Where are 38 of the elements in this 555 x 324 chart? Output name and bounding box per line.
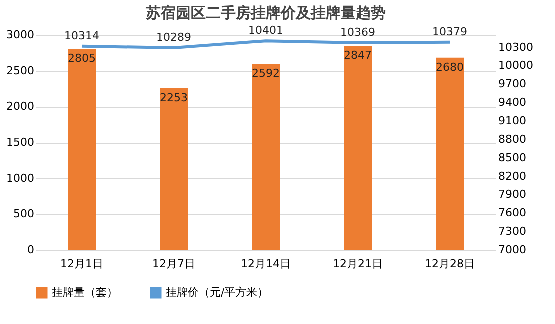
y2-tick-label: 10300 xyxy=(498,40,534,54)
data-label: 2847 xyxy=(344,48,372,62)
data-label: 10379 xyxy=(432,25,468,38)
x-tick-label: 12月1日 xyxy=(60,258,104,270)
data-label: 2680 xyxy=(436,60,464,74)
data-label: 10314 xyxy=(64,29,100,42)
x-tick-label: 12月14日 xyxy=(241,258,291,270)
y2-tick-label: 10000 xyxy=(498,59,534,72)
y2-tick-label: 8500 xyxy=(498,151,526,164)
data-label: 2805 xyxy=(68,52,96,65)
y2-tick-label: 7000 xyxy=(498,244,526,256)
y2-tick-label: 7300 xyxy=(498,225,526,238)
y2-tick-label: 9700 xyxy=(498,78,526,91)
y-tick-label: 500 xyxy=(14,208,34,221)
y2-tick-label: 9100 xyxy=(498,114,526,128)
data-label: 2253 xyxy=(160,92,188,105)
data-label: 2592 xyxy=(252,67,280,80)
x-tick-label: 12月28日 xyxy=(425,258,475,270)
x-tick-label: 12月21日 xyxy=(333,258,383,270)
y-tick-label: 3000 xyxy=(6,28,34,42)
y-tick-label: 2000 xyxy=(6,100,34,114)
y-tick-label: 1500 xyxy=(6,136,34,149)
data-label: 10401 xyxy=(248,24,284,38)
y-tick-label: 2500 xyxy=(6,64,34,78)
data-label: 10369 xyxy=(340,26,376,40)
line-series xyxy=(80,40,452,50)
y2-tick-label: 9400 xyxy=(498,96,526,110)
data-label: 10289 xyxy=(156,30,192,44)
legend-label: 挂牌价（元/平方米） xyxy=(166,286,269,299)
y2-tick-label: 7600 xyxy=(498,206,526,220)
y-tick-label: 0 xyxy=(28,244,34,256)
x-tick-label: 12月7日 xyxy=(152,258,196,270)
legend-label: 挂牌量（套） xyxy=(52,286,118,299)
y2-tick-label: 7900 xyxy=(498,188,526,202)
y-tick-label: 1000 xyxy=(6,172,34,185)
y2-tick-label: 8800 xyxy=(498,132,526,146)
chart-title: 苏宿园区二手房挂牌价及挂牌量趋势 xyxy=(145,4,386,22)
y2-tick-label: 8200 xyxy=(498,170,526,183)
